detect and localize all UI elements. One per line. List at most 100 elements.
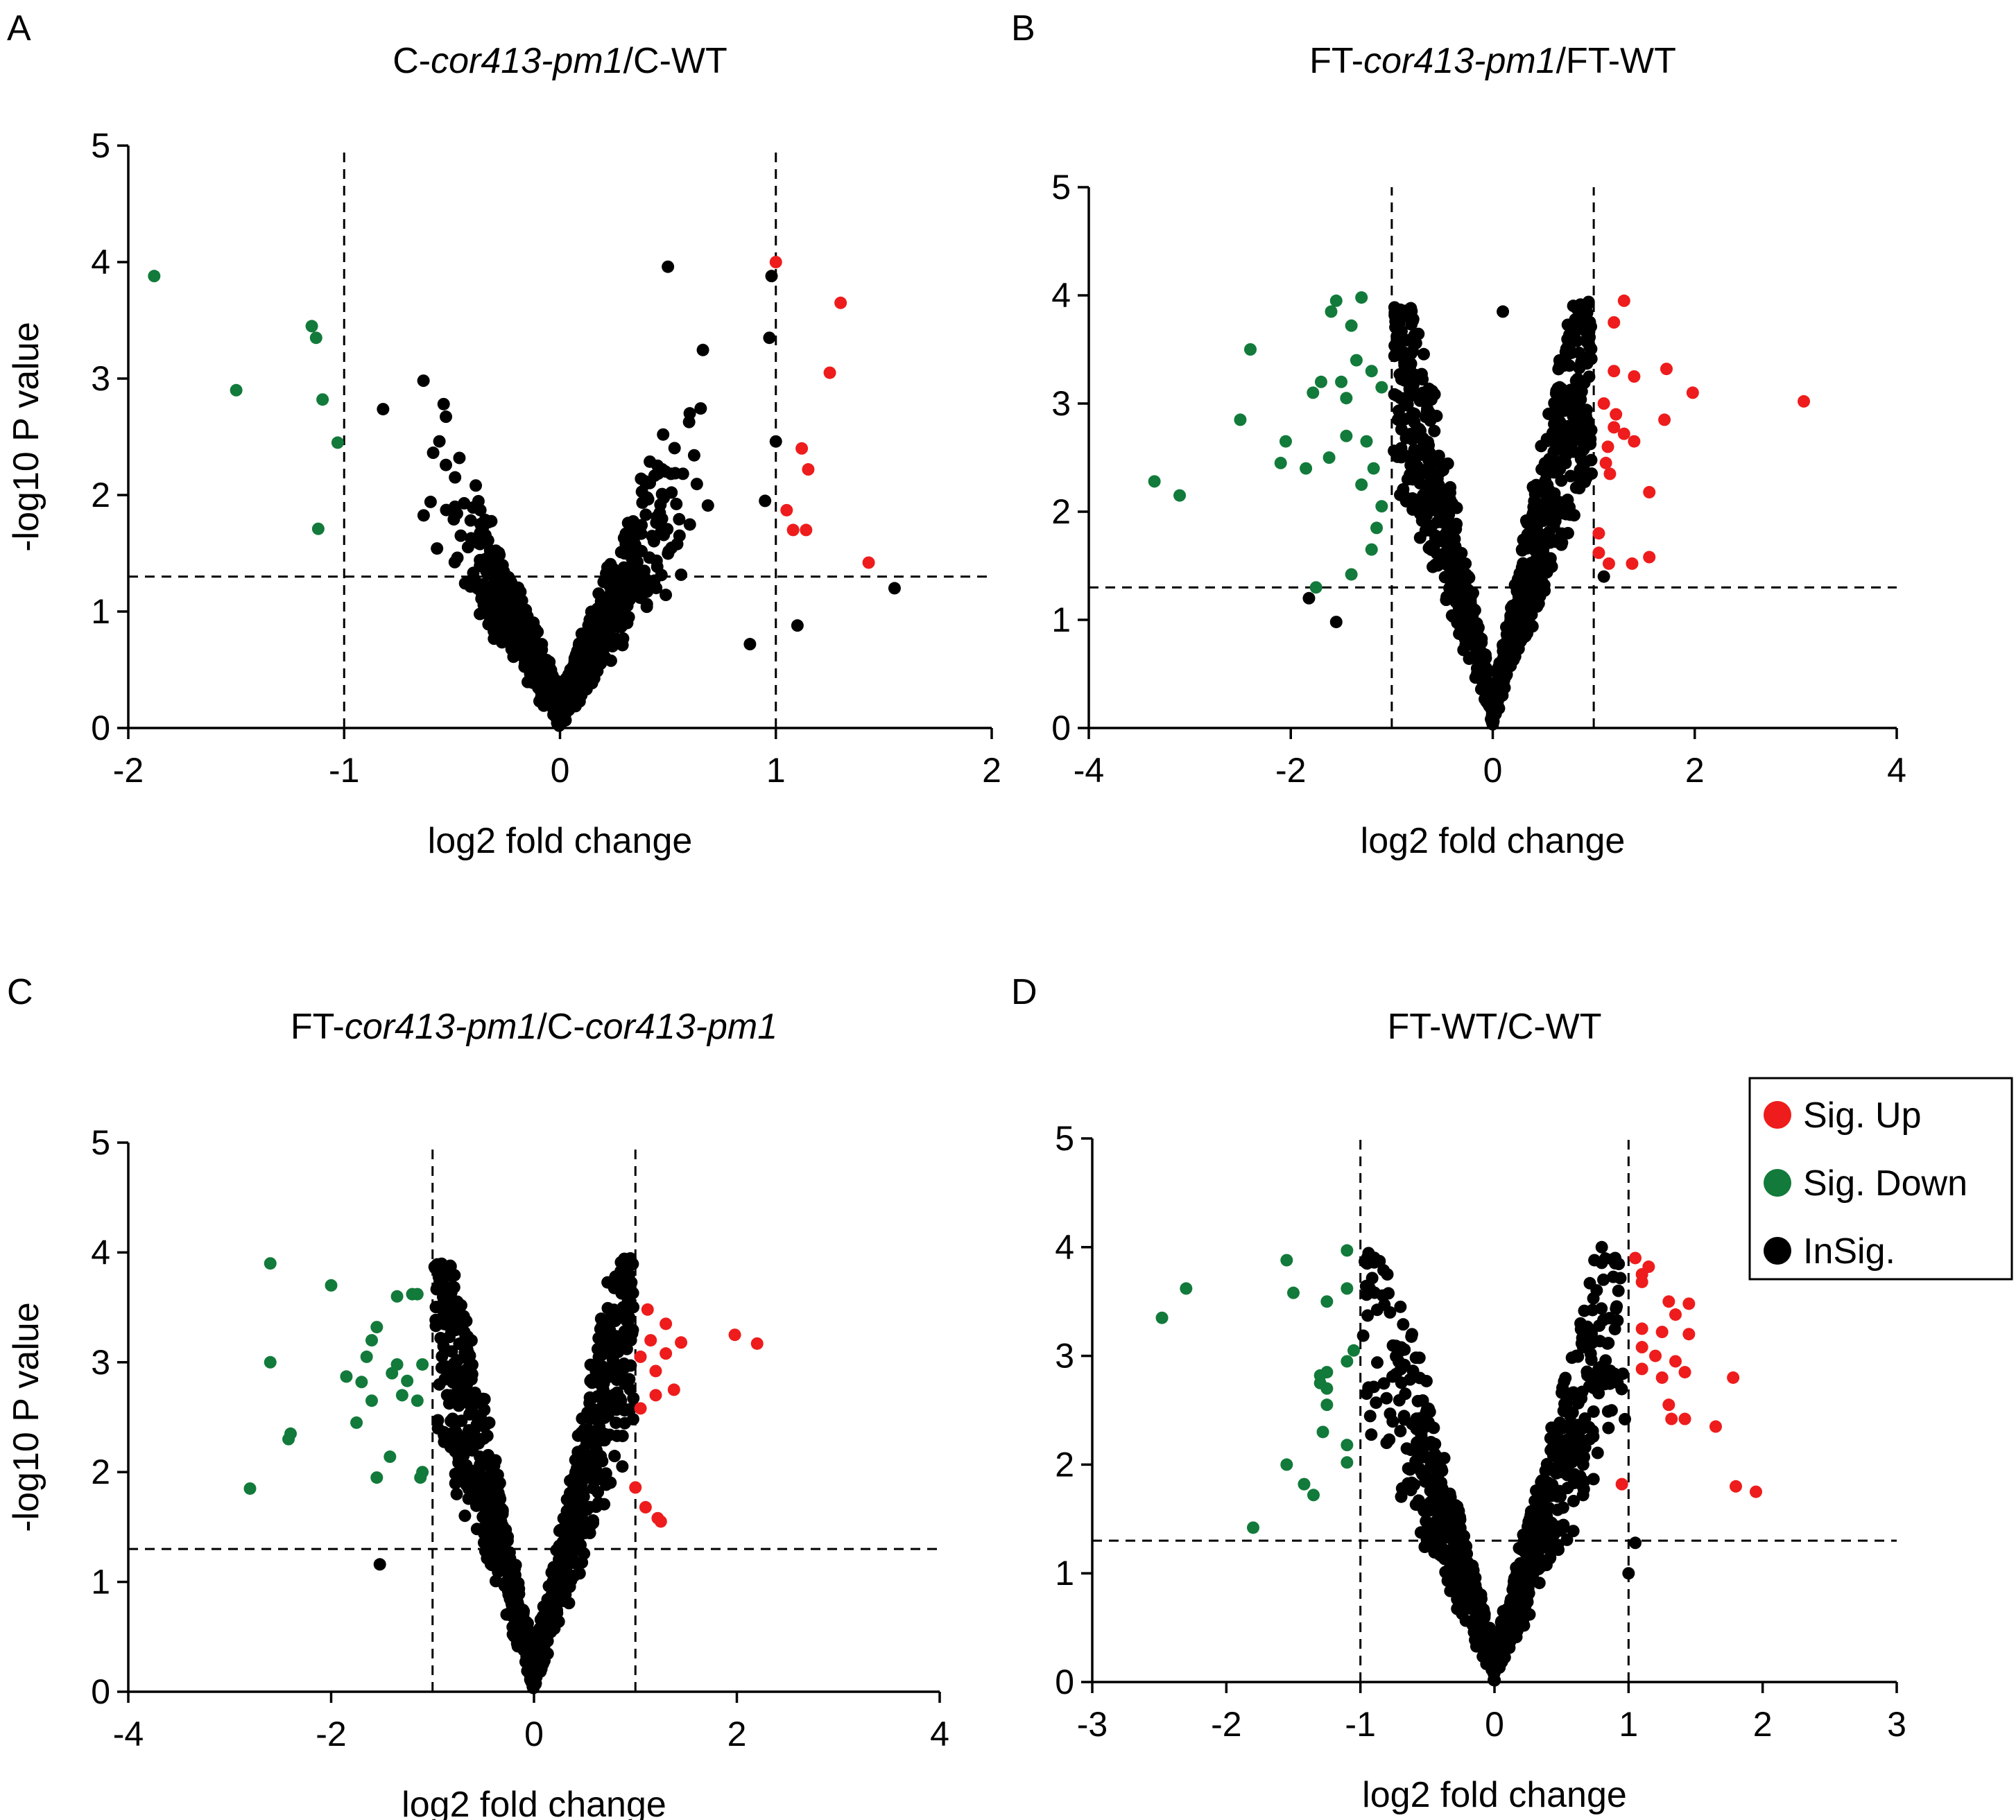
sig-down-point — [1365, 543, 1378, 556]
sig-up-point — [639, 1500, 652, 1514]
insig-point — [458, 496, 471, 510]
insig-point — [769, 435, 782, 448]
insig-point — [641, 493, 655, 506]
insig-point — [1465, 1570, 1479, 1583]
insig-point — [1494, 1643, 1508, 1656]
insig-point — [759, 494, 772, 508]
insig-point — [450, 507, 463, 520]
insig-point — [1544, 552, 1557, 565]
x-tick-label: -2 — [1275, 751, 1306, 790]
title-italic: cor413-pm1 — [431, 41, 623, 81]
y-tick-label: 2 — [1055, 1445, 1074, 1484]
insig-point — [1429, 1504, 1442, 1517]
sig-down-point — [1320, 1295, 1334, 1308]
insig-point — [565, 1518, 578, 1532]
insig-point — [1565, 1455, 1578, 1468]
insig-point — [1605, 1404, 1618, 1417]
insig-point — [612, 1371, 625, 1384]
sig-up-point — [1709, 1420, 1722, 1433]
insig-point — [597, 620, 610, 633]
insig-point — [450, 1487, 463, 1500]
insig-point — [765, 270, 778, 283]
insig-point — [1435, 1462, 1448, 1475]
x-tick-label: 0 — [1483, 751, 1503, 790]
insig-points — [373, 1251, 640, 1695]
insig-point — [660, 589, 673, 602]
sig-up-point — [1635, 1341, 1648, 1354]
sig-down-point — [355, 1376, 368, 1389]
insig-point — [1463, 617, 1476, 630]
insig-point — [580, 645, 594, 659]
insig-point — [501, 1534, 514, 1548]
sig-up-point — [728, 1328, 741, 1342]
insig-point — [601, 561, 614, 574]
insig-point — [1370, 1356, 1384, 1369]
insig-point — [633, 526, 646, 539]
insig-point — [657, 428, 670, 441]
insig-point — [1513, 1541, 1526, 1554]
insig-point — [1629, 1536, 1642, 1550]
sig-down-point — [1335, 375, 1348, 388]
insig-point — [1424, 1435, 1438, 1448]
insig-point — [1421, 1475, 1434, 1488]
insig-point — [456, 1469, 469, 1482]
insig-point — [464, 580, 477, 593]
insig-point — [454, 1299, 467, 1312]
sig-up-point — [1798, 395, 1811, 408]
insig-point — [1492, 700, 1505, 713]
insig-point — [1614, 1272, 1627, 1285]
insig-point — [1406, 314, 1420, 327]
insig-point — [431, 542, 444, 555]
insig-point — [621, 599, 634, 612]
insig-point — [1517, 609, 1531, 622]
sig-down-point — [311, 522, 325, 535]
x-tick-label: -2 — [113, 751, 144, 790]
insig-point — [1404, 459, 1418, 472]
sig-up-point — [1662, 1295, 1675, 1308]
insig-point — [1413, 1462, 1426, 1475]
insig-point — [476, 521, 490, 534]
legend-marker-up — [1764, 1101, 1791, 1129]
sig-up-point — [1655, 1371, 1669, 1384]
down-points — [148, 270, 344, 535]
insig-point — [1597, 1313, 1610, 1326]
insig-point — [1591, 1446, 1604, 1459]
insig-point — [1508, 637, 1522, 650]
down-points — [1155, 1244, 1360, 1534]
insig-point — [1499, 651, 1513, 664]
y-tick-label: 5 — [91, 126, 110, 165]
insig-point — [1558, 434, 1571, 447]
sig-down-point — [1313, 1376, 1327, 1389]
sig-down-point — [1307, 386, 1320, 399]
insig-point — [1367, 1380, 1380, 1394]
insig-point — [496, 1519, 509, 1532]
insig-point — [1380, 1437, 1393, 1450]
sig-down-point — [1300, 462, 1313, 475]
sig-down-point — [264, 1355, 277, 1369]
insig-point — [1553, 399, 1566, 412]
insig-point — [589, 1500, 603, 1514]
insig-point — [1423, 1405, 1436, 1419]
insig-point — [638, 571, 651, 584]
insig-point — [445, 1345, 458, 1358]
insig-point — [594, 603, 607, 616]
insig-point — [577, 1490, 590, 1503]
insig-point — [1565, 1351, 1578, 1364]
y-tick-label: 1 — [91, 592, 110, 631]
insig-point — [1386, 1370, 1399, 1383]
sig-up-point — [1662, 1398, 1675, 1412]
sig-down-point — [1307, 1489, 1320, 1502]
insig-point — [1531, 597, 1544, 610]
sig-up-point — [649, 1389, 662, 1402]
insig-point — [508, 1579, 522, 1592]
sig-up-point — [1592, 527, 1605, 540]
insig-point — [1402, 333, 1415, 347]
insig-point — [626, 1412, 639, 1425]
sig-down-point — [390, 1290, 404, 1303]
insig-point — [888, 582, 901, 595]
sig-up-point — [1599, 456, 1612, 469]
insig-point — [1406, 1443, 1420, 1456]
insig-point — [567, 1490, 580, 1503]
sig-up-point — [1608, 421, 1621, 434]
up-points — [1615, 1251, 1762, 1498]
